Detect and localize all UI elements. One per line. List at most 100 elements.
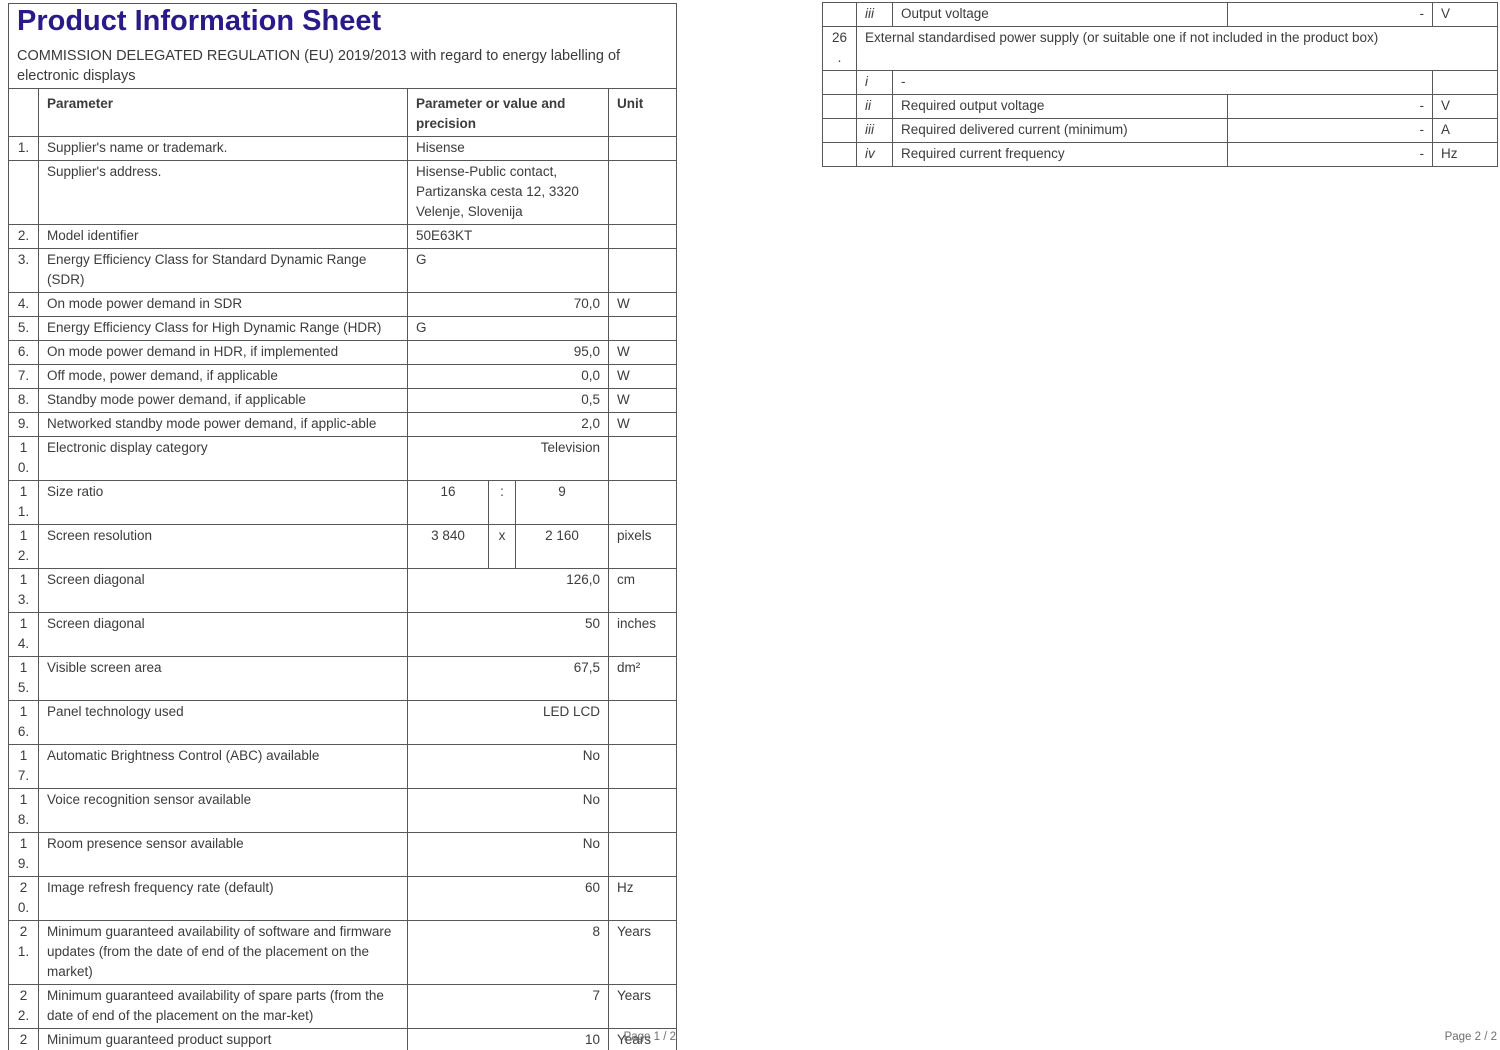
param-cell: Standby mode power demand, if applicable: [38, 388, 408, 413]
param-cell: Networked standby mode power demand, if …: [38, 412, 408, 437]
value-cell: No: [407, 788, 609, 833]
param-cell: Minimum guaranteed product support: [38, 1028, 408, 1050]
ratio-height-cell: 9: [515, 480, 609, 525]
num-cell: 19.: [8, 832, 39, 877]
value-cell: No: [407, 832, 609, 877]
value-cell: 60: [407, 876, 609, 921]
num-cell: 21.: [8, 920, 39, 985]
param-cell: Required output voltage: [892, 94, 1228, 119]
unit-cell: cm: [608, 568, 677, 613]
header-num-cell: [8, 88, 39, 137]
unit-cell: dm²: [608, 656, 677, 701]
row-14: 14. Screen diagonal 50 inches: [8, 612, 677, 657]
num-cell: [822, 94, 857, 119]
num-cell: 7.: [8, 364, 39, 389]
row-26-header: 26. External standardised power supply (…: [822, 26, 1498, 71]
unit-cell: [608, 224, 677, 249]
num-cell: [822, 70, 857, 95]
unit-cell: V: [1432, 94, 1498, 119]
param-cell: Energy Efficiency Class for Standard Dyn…: [38, 248, 408, 293]
row-26-iv: iv Required current frequency - Hz: [822, 142, 1498, 167]
value-cell: 2,0: [407, 412, 609, 437]
row-16: 16. Panel technology used LED LCD: [8, 700, 677, 745]
value-cell: No: [407, 744, 609, 789]
param-cell: Supplier's address.: [38, 160, 408, 225]
unit-cell: [608, 436, 677, 481]
value-cell: -: [1227, 94, 1433, 119]
unit-cell: [608, 316, 677, 341]
row-4: 4. On mode power demand in SDR 70,0 W: [8, 292, 677, 317]
value-cell: 8: [407, 920, 609, 985]
row-26-ii: ii Required output voltage - V: [822, 94, 1498, 119]
unit-cell: [608, 480, 677, 525]
param-cell: Model identifier: [38, 224, 408, 249]
param-cell: Voice recognition sensor available: [38, 788, 408, 833]
value-cell: 126,0: [407, 568, 609, 613]
param-cell: Screen resolution: [38, 524, 408, 569]
param-cell: Minimum guaranteed availability of softw…: [38, 920, 408, 985]
num-cell: 22.: [8, 984, 39, 1029]
num-cell: 18.: [8, 788, 39, 833]
num-cell: 1.: [8, 136, 39, 161]
row-22: 22. Minimum guaranteed availability of s…: [8, 984, 677, 1029]
param-cell: Off mode, power demand, if applicable: [38, 364, 408, 389]
unit-cell: [608, 136, 677, 161]
sub-num-cell: ii: [856, 94, 893, 119]
row-6: 6. On mode power demand in HDR, if imple…: [8, 340, 677, 365]
num-cell: 12.: [8, 524, 39, 569]
num-cell: 17.: [8, 744, 39, 789]
num-cell: [822, 2, 857, 27]
unit-cell: Years: [608, 920, 677, 985]
value-cell: LED LCD: [407, 700, 609, 745]
param-cell: Room presence sensor available: [38, 832, 408, 877]
param-cell: Panel technology used: [38, 700, 408, 745]
unit-cell: inches: [608, 612, 677, 657]
value-cell: 7: [407, 984, 609, 1029]
num-cell: 9.: [8, 412, 39, 437]
page-1-footer: Page 1 / 2: [623, 1031, 676, 1043]
value-cell: -: [1227, 142, 1433, 167]
num-cell: 16.: [8, 700, 39, 745]
value-cell: 70,0: [407, 292, 609, 317]
unit-cell: [608, 788, 677, 833]
num-cell: 20.: [8, 876, 39, 921]
ratio-width-cell: 16: [407, 480, 489, 525]
section-header-cell: External standardised power supply (or s…: [856, 26, 1498, 71]
regulation-subtitle: COMMISSION DELEGATED REGULATION (EU) 201…: [17, 48, 621, 84]
row-12: 12. Screen resolution 3 840 x 2 160 pixe…: [8, 524, 677, 569]
sub-num-cell: i: [856, 70, 893, 95]
unit-cell: W: [608, 292, 677, 317]
num-cell: 5.: [8, 316, 39, 341]
param-cell: Supplier's name or trademark.: [38, 136, 408, 161]
value-cell: -: [1227, 2, 1433, 27]
row-23: 23. Minimum guaranteed product support 1…: [8, 1028, 677, 1050]
unit-cell: V: [1432, 2, 1498, 27]
value-cell: 50E63KT: [407, 224, 609, 249]
page-2: iii Output voltage - V 26. External stan…: [822, 2, 1498, 167]
num-cell: [822, 142, 857, 167]
num-cell: [822, 118, 857, 143]
row-3: 3. Energy Efficiency Class for Standard …: [8, 248, 677, 293]
num-cell: 15.: [8, 656, 39, 701]
num-cell: 8.: [8, 388, 39, 413]
resolution-h-cell: 3 840: [407, 524, 489, 569]
row-11: 11. Size ratio 16 : 9: [8, 480, 677, 525]
value-cell: 50: [407, 612, 609, 657]
unit-cell: Hz: [608, 876, 677, 921]
value-cell: -: [1227, 118, 1433, 143]
num-cell: 3.: [8, 248, 39, 293]
param-cell: On mode power demand in HDR, if implemen…: [38, 340, 408, 365]
param-cell: Screen diagonal: [38, 612, 408, 657]
unit-cell: [608, 160, 677, 225]
row-19: 19. Room presence sensor available No: [8, 832, 677, 877]
num-cell: 2.: [8, 224, 39, 249]
num-cell: 4.: [8, 292, 39, 317]
num-cell: [8, 160, 39, 225]
unit-cell: Hz: [1432, 142, 1498, 167]
unit-cell: W: [608, 364, 677, 389]
value-cell: Hisense-Public contact, Partizanska cest…: [407, 160, 609, 225]
unit-cell: [608, 744, 677, 789]
value-cell: 0,0: [407, 364, 609, 389]
value-cell: 95,0: [407, 340, 609, 365]
row-1: 1. Supplier's name or trademark. Hisense: [8, 136, 677, 161]
